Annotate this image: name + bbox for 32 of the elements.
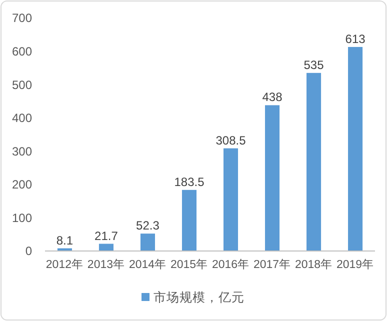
x-tick-label: 2013年 [87, 258, 126, 271]
x-tick-label: 2019年 [336, 258, 374, 271]
bar [348, 46, 363, 251]
bar [98, 244, 114, 251]
bar [223, 148, 238, 251]
y-tick-label: 300 [12, 144, 32, 158]
x-tick-label: 2016年 [212, 258, 250, 271]
bar [140, 234, 155, 251]
data-label: 8.1 [56, 233, 74, 248]
y-tick-label: 0 [25, 244, 32, 258]
legend-label: 市场规模，亿元 [154, 290, 244, 304]
y-tick-label: 400 [12, 111, 32, 126]
bar [182, 190, 197, 251]
x-tick-label: 2015年 [170, 258, 208, 271]
data-label: 308.5 [216, 133, 246, 148]
bar [306, 72, 322, 251]
data-label: 21.7 [94, 228, 118, 243]
data-label: 438 [262, 90, 283, 104]
data-label: 613 [345, 32, 366, 46]
data-label: 183.5 [174, 174, 205, 189]
y-tick-label: 700 [12, 11, 32, 26]
y-tick-label: 200 [12, 178, 32, 192]
x-tick-label: 2014年 [128, 258, 167, 271]
data-label: 52.3 [136, 218, 160, 233]
data-label: 535 [304, 58, 324, 72]
y-tick-label: 600 [12, 44, 32, 58]
x-tick-label: 2017年 [253, 258, 292, 271]
x-tick-label: 2018年 [294, 258, 333, 271]
x-tick-label: 2012年 [46, 258, 84, 271]
bar [265, 105, 280, 251]
y-tick-label: 500 [12, 78, 32, 92]
y-tick-label: 100 [12, 210, 32, 225]
